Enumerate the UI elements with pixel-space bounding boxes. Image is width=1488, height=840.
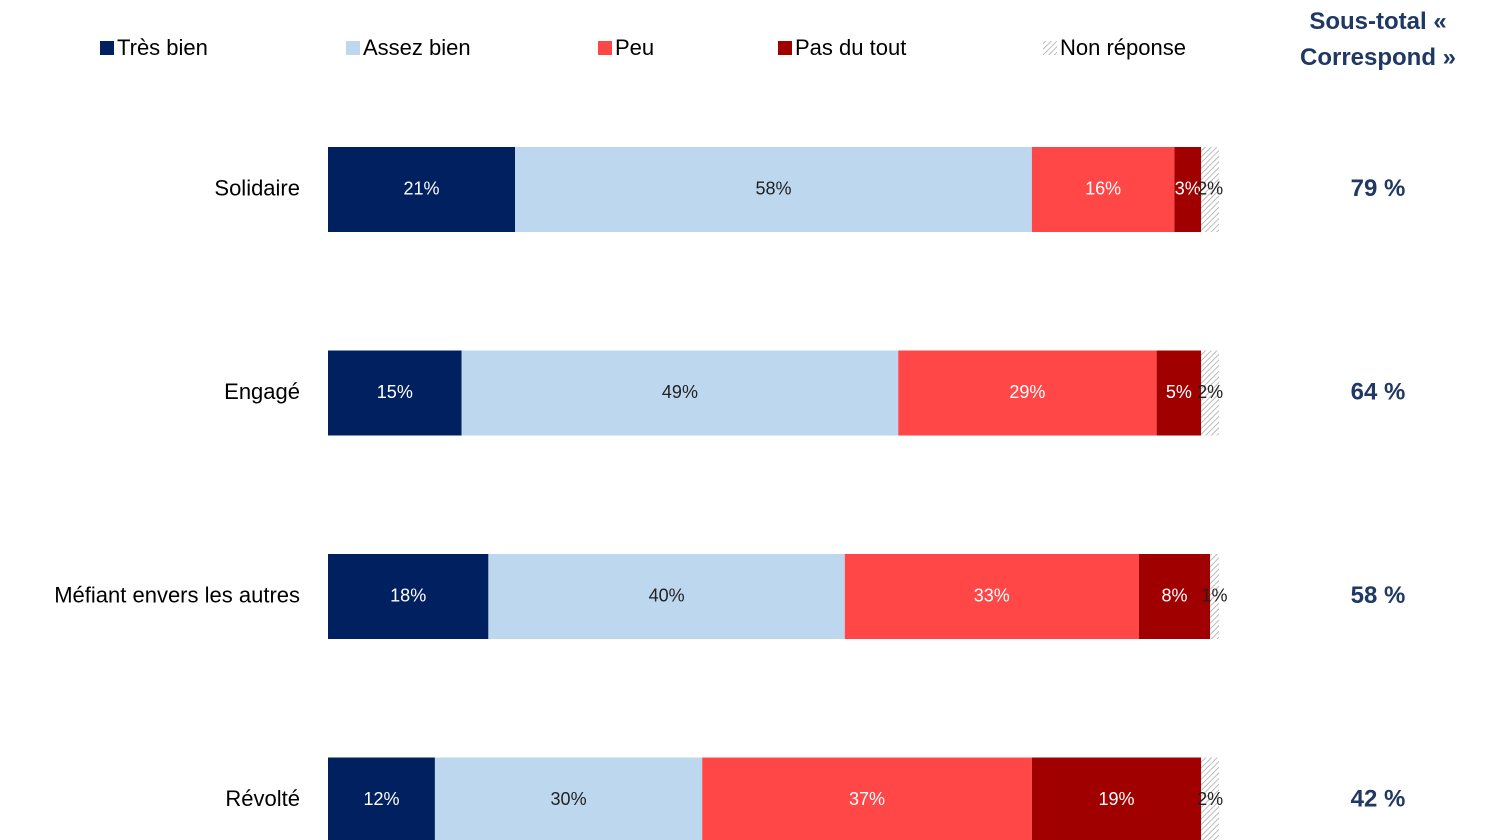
legend-label: Assez bien xyxy=(363,35,471,60)
bar-segment xyxy=(1174,147,1202,232)
bar-segment xyxy=(1156,350,1202,436)
data-label: 2% xyxy=(1197,178,1223,198)
data-label: 12% xyxy=(363,789,399,809)
bar-segment xyxy=(515,147,1032,232)
data-label: 21% xyxy=(404,178,440,198)
data-label: 2% xyxy=(1197,789,1223,809)
data-label: 5% xyxy=(1166,382,1192,402)
bar-segment xyxy=(328,350,462,436)
category-label: Révolté xyxy=(225,786,300,811)
data-label: 40% xyxy=(649,585,685,605)
legend-label: Très bien xyxy=(117,35,208,60)
data-label: 29% xyxy=(1009,382,1045,402)
bar-segment xyxy=(844,554,1139,639)
subtotal-header: Sous-total « Correspond » xyxy=(1299,8,1457,71)
bar-segment xyxy=(461,350,899,436)
data-label: 18% xyxy=(390,585,426,605)
legend-label: Non réponse xyxy=(1060,35,1186,60)
legend-swatch xyxy=(100,41,114,55)
data-label: 8% xyxy=(1161,585,1187,605)
data-label: 15% xyxy=(377,382,413,402)
legend-swatch xyxy=(778,41,792,55)
legend-label: Pas du tout xyxy=(795,35,906,60)
subtotal-value: 64 % xyxy=(1351,378,1406,405)
bar-segment xyxy=(328,554,489,639)
category-label: Engagé xyxy=(224,379,300,404)
bar-segment xyxy=(328,147,516,232)
data-label: 49% xyxy=(662,382,698,402)
data-label: 30% xyxy=(551,789,587,809)
data-label: 2% xyxy=(1197,382,1223,402)
bar-segment xyxy=(702,757,1032,840)
bar-segment xyxy=(1031,757,1202,840)
data-label: 3% xyxy=(1175,178,1201,198)
bar-segment xyxy=(328,757,435,840)
data-label: 37% xyxy=(849,789,885,809)
bar-segment xyxy=(488,554,845,639)
bar-segment xyxy=(1210,554,1219,639)
legend-swatch xyxy=(1043,41,1057,55)
subtotal-value: 79 % xyxy=(1351,175,1406,202)
data-label: 16% xyxy=(1085,178,1121,198)
bar-segment xyxy=(898,350,1157,436)
category-label: Méfiant envers les autres xyxy=(54,582,300,607)
data-label: 58% xyxy=(755,178,791,198)
bar-segment xyxy=(1201,350,1219,436)
category-label: Solidaire xyxy=(214,175,300,200)
legend-label: Peu xyxy=(615,35,654,60)
legend-swatch xyxy=(346,41,360,55)
bar-segment xyxy=(1031,147,1175,232)
subtotal-value: 58 % xyxy=(1351,582,1406,609)
bar-segment xyxy=(1201,147,1219,232)
legend-swatch xyxy=(598,41,612,55)
data-label: 33% xyxy=(974,585,1010,605)
subtotal-value: 42 % xyxy=(1351,785,1406,812)
data-label: 19% xyxy=(1099,789,1135,809)
bar-segment xyxy=(434,757,703,840)
bar-segment xyxy=(1138,554,1211,639)
bar-segment xyxy=(1201,757,1219,840)
data-label: 1% xyxy=(1202,585,1228,605)
